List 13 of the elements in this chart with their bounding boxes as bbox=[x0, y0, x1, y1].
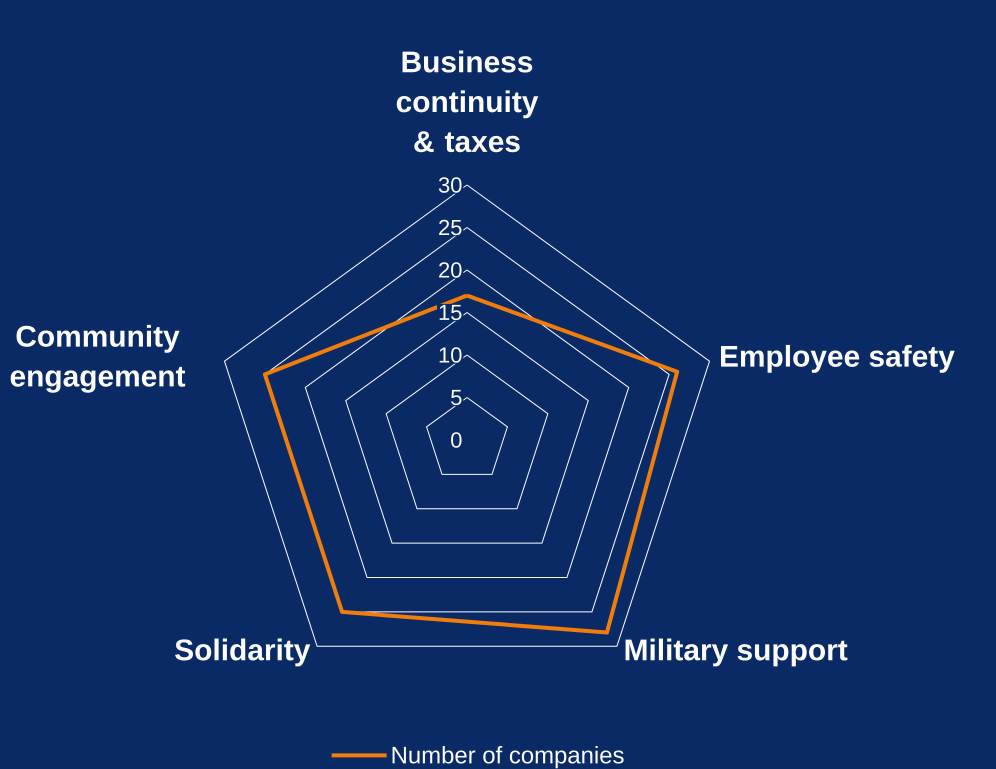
y-tick-label: 0 bbox=[451, 432, 462, 448]
y-tick-label: 25 bbox=[439, 220, 462, 236]
spoke-label: Military support bbox=[626, 638, 848, 666]
legend-label: Number of companies bbox=[392, 746, 624, 768]
spoke-label: Community engagement bbox=[10, 324, 186, 393]
y-tick-label: 15 bbox=[440, 304, 462, 320]
y-tick-label: 30 bbox=[438, 177, 462, 193]
y-tick-label: 5 bbox=[451, 390, 462, 406]
y-tick-label: 20 bbox=[439, 262, 462, 278]
spoke-label: Solidarity bbox=[175, 638, 310, 666]
spoke-label: Business continuity & taxes bbox=[396, 50, 538, 152]
y-tick-label: 10 bbox=[440, 347, 462, 363]
spoke-label: Employee safety bbox=[720, 344, 955, 373]
